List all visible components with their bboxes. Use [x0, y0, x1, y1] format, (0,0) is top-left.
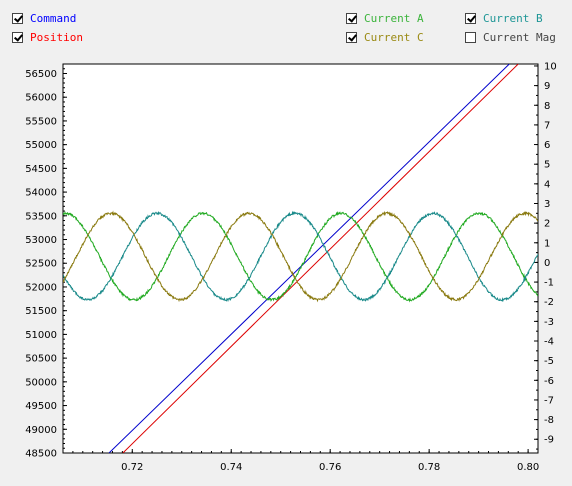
current-mag-label: Current Mag [483, 30, 556, 44]
y-left-tick-label: 51000 [25, 330, 57, 341]
y-right-tick-label: 10 [544, 61, 557, 72]
y-right-tick-label: -1 [544, 278, 554, 289]
y-right-tick-label: -3 [544, 317, 554, 328]
x-tick-label: 0.72 [121, 462, 143, 473]
y-left-tick-label: 50000 [25, 377, 57, 388]
y-left-tick-label: 54500 [25, 164, 57, 175]
plot-background [62, 63, 539, 454]
y-left-tick-label: 53000 [25, 235, 57, 246]
y-left-tick-label: 55500 [25, 116, 57, 127]
current-c-checkbox[interactable] [346, 31, 357, 43]
current-b-checkbox-row[interactable]: Current B [465, 11, 543, 25]
y-right-tick-label: 8 [544, 101, 550, 112]
y-left-tick-label: 54000 [25, 188, 57, 199]
y-right-tick-label: 6 [544, 140, 550, 151]
y-right-tick-label: 7 [544, 120, 550, 131]
current-a-checkbox-row[interactable]: Current A [346, 11, 424, 25]
current-mag-checkbox-row[interactable]: Current Mag [465, 30, 556, 44]
command-checkbox-row[interactable]: Command [12, 11, 76, 25]
y-right-tick-label: -9 [544, 435, 554, 446]
y-left-tick-label: 52000 [25, 282, 57, 293]
y-right-tick-label: 4 [544, 179, 550, 190]
y-right-tick-label: 9 [544, 81, 550, 92]
y-right-tick-label: -8 [544, 415, 554, 426]
y-left-tick-label: 52500 [25, 259, 57, 270]
current-a-checkbox[interactable] [346, 12, 357, 24]
position-label: Position [30, 30, 83, 44]
x-tick-label: 0.74 [220, 462, 242, 473]
current-a-label: Current A [364, 11, 424, 25]
y-left-tick-label: 55000 [25, 140, 57, 151]
y-left-tick-label: 50500 [25, 354, 57, 365]
series-layer [63, 64, 538, 453]
y-right-tick-label: -5 [544, 356, 554, 367]
axis-ticks: 48500 49000 49500 50000 50500 51000 51500 52000… [25, 61, 557, 473]
series-current-b [63, 210, 538, 303]
y-right-tick-label: 2 [544, 219, 550, 230]
y-left-tick-label: 53500 [25, 211, 57, 222]
current-b-label: Current B [483, 11, 543, 25]
y-right-tick-label: -4 [544, 337, 554, 348]
current-mag-checkbox[interactable] [465, 31, 476, 43]
position-checkbox[interactable] [12, 31, 23, 43]
y-left-tick-label: 56500 [25, 69, 57, 80]
y-left-tick-label: 51500 [25, 306, 57, 317]
x-tick-label: 0.80 [517, 462, 539, 473]
y-right-tick-label: 5 [544, 160, 550, 171]
y-left-tick-label: 49000 [25, 425, 57, 436]
y-left-tick-label: 56000 [25, 93, 57, 104]
y-right-tick-label: -2 [544, 297, 554, 308]
x-tick-label: 0.78 [418, 462, 440, 473]
series-current-a [63, 210, 538, 303]
current-c-label: Current C [364, 30, 424, 44]
y-right-tick-label: 1 [544, 238, 550, 249]
x-tick-label: 0.76 [319, 462, 341, 473]
series-current-c [63, 210, 538, 303]
y-left-tick-label: 48500 [25, 449, 57, 460]
y-right-tick-label: -6 [544, 376, 554, 387]
current-c-checkbox-row[interactable]: Current C [346, 30, 424, 44]
command-label: Command [30, 11, 77, 25]
series-position [122, 64, 519, 453]
y-right-tick-label: 0 [544, 258, 550, 269]
y-right-tick-label: 3 [544, 199, 550, 210]
y-left-tick-label: 49500 [25, 401, 57, 412]
current-b-checkbox[interactable] [465, 12, 476, 24]
series-command [108, 64, 510, 453]
y-right-tick-label: -7 [544, 395, 554, 406]
command-checkbox[interactable] [12, 12, 23, 24]
position-checkbox-row[interactable]: Position [12, 30, 83, 44]
